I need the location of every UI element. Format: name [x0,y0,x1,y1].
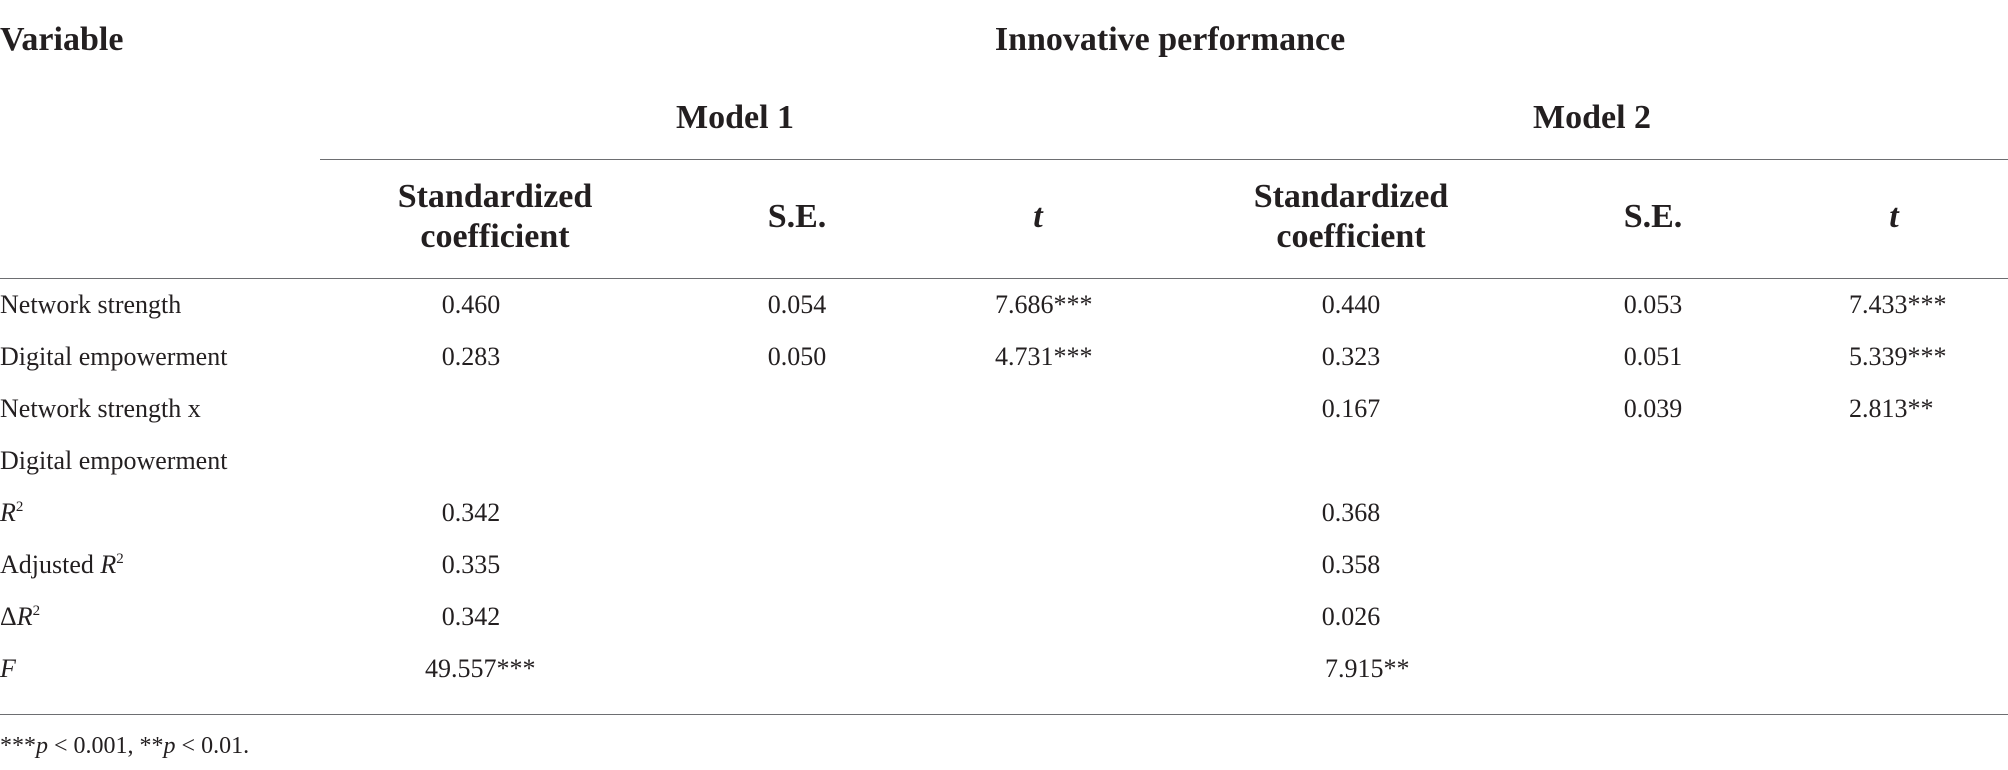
r-symbol: R [16,602,33,631]
m2-coef-cell: 0.368 [1321,498,1381,527]
m2-t-cell: 5.339*** [1849,342,1947,371]
m1-se-cell: 0.054 [767,290,827,319]
variable-header: Variable [0,21,124,58]
r-symbol: R [0,498,16,527]
footnote-condition-2: < 0.01. [175,733,250,759]
m2-se-cell: 0.051 [1623,342,1683,371]
m1-coef-cell: 0.342 [441,602,501,631]
m2-coef-cell: 0.440 [1321,290,1381,319]
m2-t-cell: 2.813** [1849,394,1934,423]
m2-coef-cell: 0.026 [1321,602,1381,631]
m1-coef-cell: 0.460 [441,290,501,319]
m2-t-cell: 7.433*** [1849,290,1947,319]
delta-symbol: Δ [0,602,17,631]
header-bottom-rule [0,278,2008,279]
table-footnote: ***p < 0.001, **p < 0.01. [0,731,249,761]
m1-se-cell: 0.050 [767,342,827,371]
m2-se-cell: 0.053 [1623,290,1683,319]
m1-coef-header: Standardized coefficient [397,178,593,255]
footnote-stars-3: *** [0,733,36,759]
m1-coef-cell: 0.335 [441,550,501,579]
row-label-delta-r2: ΔR2 [0,602,40,632]
model-2-header: Model 2 [1532,99,1652,136]
r-symbol: R [100,550,117,579]
footnote-condition-1: < 0.001, [48,733,140,759]
m2-coef-cell: 0.167 [1321,394,1381,423]
model-header-rule [320,159,2008,160]
row-label-f: F [0,654,16,683]
m2-se-header: S.E. [1623,198,1683,235]
table-bottom-rule [0,714,2008,715]
m2-t-header: t [1889,198,1899,235]
m1-t-cell: 4.731*** [995,342,1093,371]
m2-se-cell: 0.039 [1623,394,1683,423]
row-label-r2: R2 [0,498,23,528]
footnote-p: p [163,733,176,759]
row-label-adjusted-r2: Adjusted R2 [0,550,124,580]
row-label: Network strength [0,290,182,319]
m1-t-cell: 7.686*** [995,290,1093,319]
m1-t-header: t [1033,198,1043,235]
footnote-p: p [36,733,48,759]
row-label: Digital empowerment [0,342,228,371]
m1-coef-cell: 49.557*** [425,654,536,683]
label-prefix: Adjusted [0,550,101,579]
superscript: 2 [32,603,41,619]
model-1-header: Model 1 [675,99,795,136]
row-label: Network strength x [0,394,201,423]
superscript: 2 [15,499,24,515]
row-label: Digital empowerment [0,446,228,475]
m2-coef-header: Standardized coefficient [1253,178,1449,255]
m2-coef-cell: 0.323 [1321,342,1381,371]
m1-coef-cell: 0.283 [441,342,501,371]
m1-se-header: S.E. [767,198,827,235]
m2-coef-cell: 7.915** [1325,654,1410,683]
footnote-stars-2: ** [139,733,164,759]
m2-coef-cell: 0.358 [1321,550,1381,579]
superscript: 2 [116,551,124,567]
m1-coef-cell: 0.342 [441,498,501,527]
dependent-variable-header: Innovative performance [994,21,1346,58]
